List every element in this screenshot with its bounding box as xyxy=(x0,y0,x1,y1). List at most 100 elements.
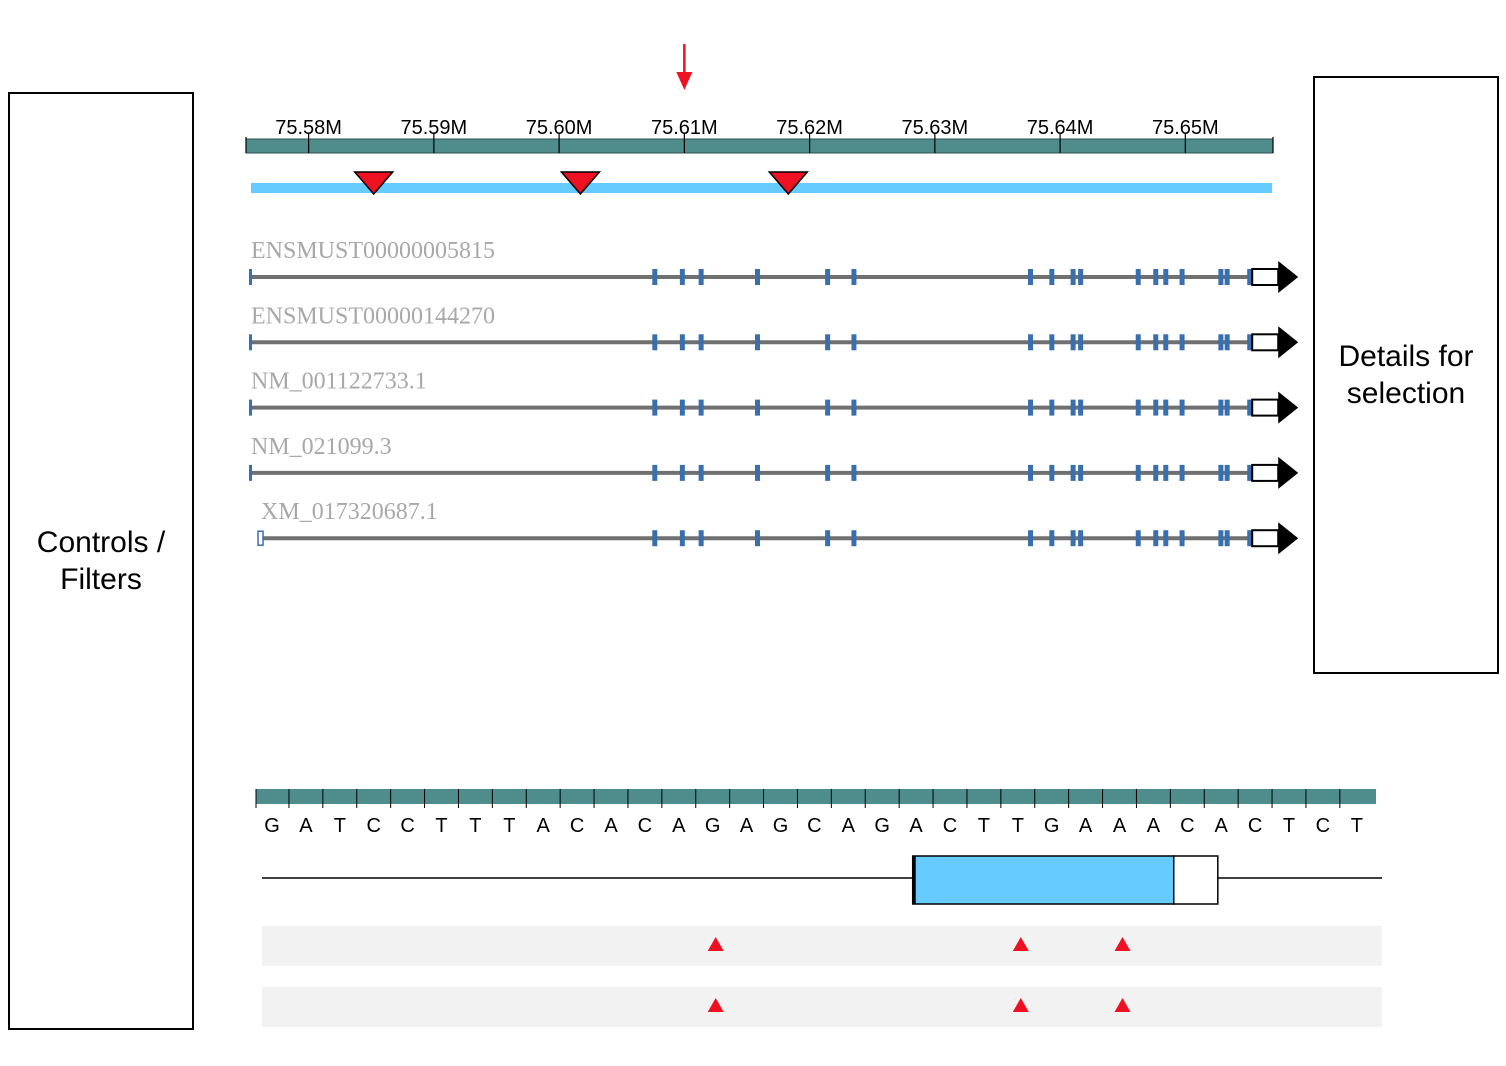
variant-triangle-icon[interactable] xyxy=(1012,937,1029,951)
zoomed-coding-exon[interactable] xyxy=(911,855,1175,905)
exon xyxy=(754,530,760,547)
variant-track-background xyxy=(262,926,1382,966)
variant-triangle-icon[interactable] xyxy=(1114,937,1131,951)
sequence-base: A xyxy=(740,815,754,837)
sequence-base: G xyxy=(1044,815,1060,837)
exon xyxy=(1135,269,1141,285)
sequence-base: C xyxy=(1180,815,1194,837)
exon xyxy=(1247,464,1253,481)
variant-track-row[interactable] xyxy=(262,926,1382,966)
sequence-base: G xyxy=(773,815,789,837)
exon xyxy=(1078,399,1084,416)
exon xyxy=(1163,334,1169,351)
first-exon xyxy=(249,334,253,351)
exon xyxy=(1224,399,1230,416)
variant-triangle-icon[interactable] xyxy=(707,937,724,951)
transcript-track[interactable]: NM_001122733.1 xyxy=(249,369,1299,424)
utr-box xyxy=(1251,529,1280,548)
sequence-base: C xyxy=(570,815,584,837)
exon xyxy=(679,334,685,351)
variant-tracks[interactable] xyxy=(262,926,1382,1027)
variant-triangle-icon[interactable] xyxy=(1012,998,1029,1012)
exon xyxy=(1070,334,1076,351)
exon xyxy=(698,399,704,416)
details-panel[interactable]: Details for selection xyxy=(1313,76,1499,674)
exon xyxy=(1028,464,1034,481)
overview-ruler[interactable]: 75.58M 75.59M 75.60M 75.61M 75.62M 75.63M 75.6… xyxy=(245,117,1274,154)
sequence-base: T xyxy=(1012,815,1024,837)
exon xyxy=(1070,530,1076,547)
exon xyxy=(652,464,658,481)
variant-triangle-icon[interactable] xyxy=(707,998,724,1012)
cursor-arrow-head xyxy=(676,72,693,90)
exon xyxy=(851,334,857,351)
sequence-base: C xyxy=(400,815,414,837)
controls-filters-panel[interactable]: Controls / Filters xyxy=(8,92,194,1030)
exon xyxy=(1218,399,1224,416)
strand-arrow-icon xyxy=(1278,261,1299,293)
exon xyxy=(1135,399,1141,416)
zoomed-utr-exon[interactable] xyxy=(1172,855,1219,905)
exon xyxy=(1247,269,1253,285)
transcript-track[interactable]: XM_017320687.1 xyxy=(257,499,1299,555)
transcript-label: NM_001122733.1 xyxy=(251,369,427,395)
exon xyxy=(825,464,831,481)
sequence-base: C xyxy=(1316,815,1330,837)
sequence-base: T xyxy=(1351,815,1363,837)
selection-bar[interactable] xyxy=(251,183,1272,193)
exon xyxy=(698,530,704,547)
variant-marker[interactable] xyxy=(559,171,602,196)
details-label: Details for selection xyxy=(1338,340,1474,410)
exon xyxy=(1224,269,1230,285)
exon xyxy=(851,530,857,547)
exon xyxy=(1218,464,1224,481)
exon xyxy=(698,269,704,285)
sequence-base: A xyxy=(537,815,551,837)
first-exon xyxy=(249,464,253,481)
overview-tick-label: 75.64M xyxy=(1027,117,1094,139)
exon xyxy=(1218,334,1224,351)
transcript-track[interactable]: NM_021099.3 xyxy=(249,434,1299,489)
exon xyxy=(851,464,857,481)
exon xyxy=(698,334,704,351)
sequence-base: C xyxy=(1248,815,1262,837)
exon xyxy=(825,334,831,351)
exon xyxy=(1070,269,1076,285)
sequence-base: T xyxy=(334,815,346,837)
variant-track-row[interactable] xyxy=(262,987,1382,1027)
selection-track[interactable] xyxy=(251,171,1272,196)
overview-tick-label: 75.59M xyxy=(401,117,468,139)
exon xyxy=(1070,464,1076,481)
exon xyxy=(754,464,760,481)
first-exon xyxy=(257,530,264,546)
overview-tick-label: 75.61M xyxy=(651,117,718,139)
sequence-base: A xyxy=(1079,815,1093,837)
exon xyxy=(679,399,685,416)
variant-triangle-icon[interactable] xyxy=(1114,998,1131,1012)
sequence-ruler-bar xyxy=(256,789,1376,804)
exon xyxy=(1218,530,1224,547)
transcript-track[interactable]: ENSMUST00000144270 xyxy=(249,303,1299,359)
sequence-base: A xyxy=(842,815,856,837)
overview-ruler-bar[interactable] xyxy=(245,138,1274,154)
exon xyxy=(1247,334,1253,351)
overview-tick-label: 75.63M xyxy=(901,117,968,139)
variant-marker[interactable] xyxy=(767,171,809,196)
transcript-tracks[interactable]: ENSMUST00000005815 ENSMUST00000144270 NM_0… xyxy=(249,238,1299,555)
exon xyxy=(754,334,760,351)
exon xyxy=(1163,399,1169,416)
sequence-base: T xyxy=(1283,815,1295,837)
zoomed-gene-model[interactable] xyxy=(262,855,1382,905)
exon xyxy=(754,399,760,416)
variant-marker[interactable] xyxy=(353,171,395,196)
utr-box xyxy=(1251,398,1280,417)
sequence-base: A xyxy=(672,815,686,837)
strand-arrow-icon xyxy=(1278,326,1299,359)
exon xyxy=(679,530,685,547)
transcript-label: XM_017320687.1 xyxy=(261,499,438,525)
transcript-track[interactable]: ENSMUST00000005815 xyxy=(249,238,1299,293)
exon xyxy=(1028,399,1034,416)
exon xyxy=(652,334,658,351)
sequence-base: T xyxy=(435,815,447,837)
